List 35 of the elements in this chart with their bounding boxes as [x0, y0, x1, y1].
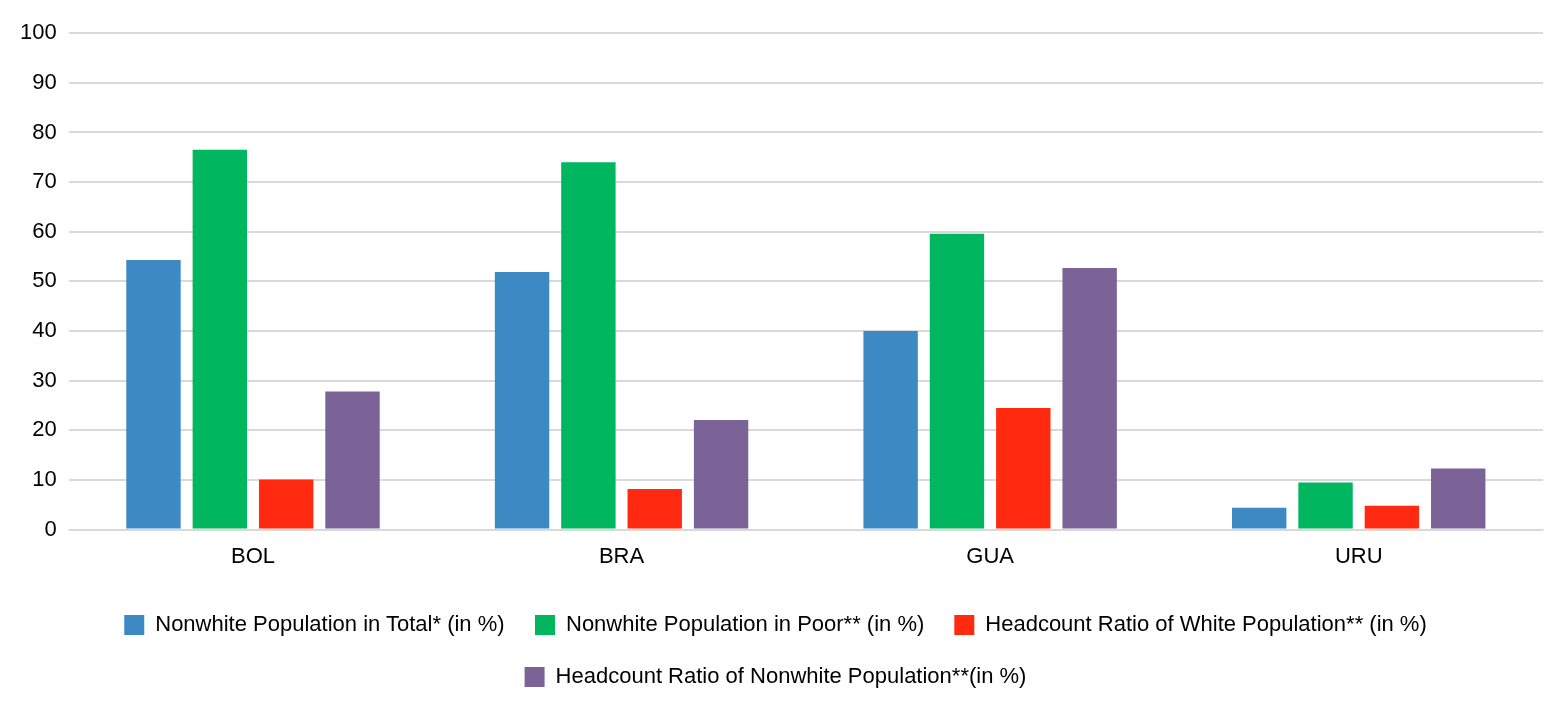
y-tick-label: 100: [19, 19, 57, 45]
y-tick-label: 90: [32, 68, 57, 94]
bar: [1232, 507, 1287, 529]
legend-label: Headcount Ratio of White Population** (in %): [985, 611, 1427, 637]
x-tick-label: BOL: [230, 542, 276, 568]
bar: [693, 419, 749, 529]
x-tick-label: BRA: [598, 542, 645, 568]
bar: [192, 149, 248, 529]
y-tick-label: 20: [32, 416, 57, 442]
legend-label: Nonwhite Population in Poor** (in %): [565, 611, 925, 637]
y-tick-label: 30: [32, 366, 57, 392]
legend-label: Nonwhite Population in Total* (in %): [155, 611, 505, 637]
y-tick-label: 10: [32, 466, 57, 492]
x-tick-label: GUA: [966, 542, 1015, 568]
bar: [996, 407, 1051, 529]
bar: [627, 488, 682, 529]
bar: [494, 271, 550, 529]
y-tick-label: 50: [32, 267, 57, 293]
bar: [561, 162, 616, 529]
bar: [1431, 468, 1486, 529]
y-tick-label: 60: [32, 217, 57, 243]
y-tick-label: 70: [32, 168, 57, 194]
legend-label: Headcount Ratio of Nonwhite Population**(in %): [555, 663, 1027, 689]
bar: [325, 391, 380, 529]
bar: [1298, 482, 1353, 529]
y-tick-label: 0: [44, 515, 57, 541]
y-tick-label: 40: [32, 317, 57, 343]
bar: [126, 260, 181, 529]
bar: [929, 233, 985, 529]
bar: [258, 479, 314, 529]
x-tick-label: URU: [1334, 542, 1383, 568]
bar: [1062, 268, 1117, 529]
y-tick-label: 80: [32, 118, 57, 144]
bar: [863, 331, 918, 529]
bar: [1364, 505, 1420, 529]
